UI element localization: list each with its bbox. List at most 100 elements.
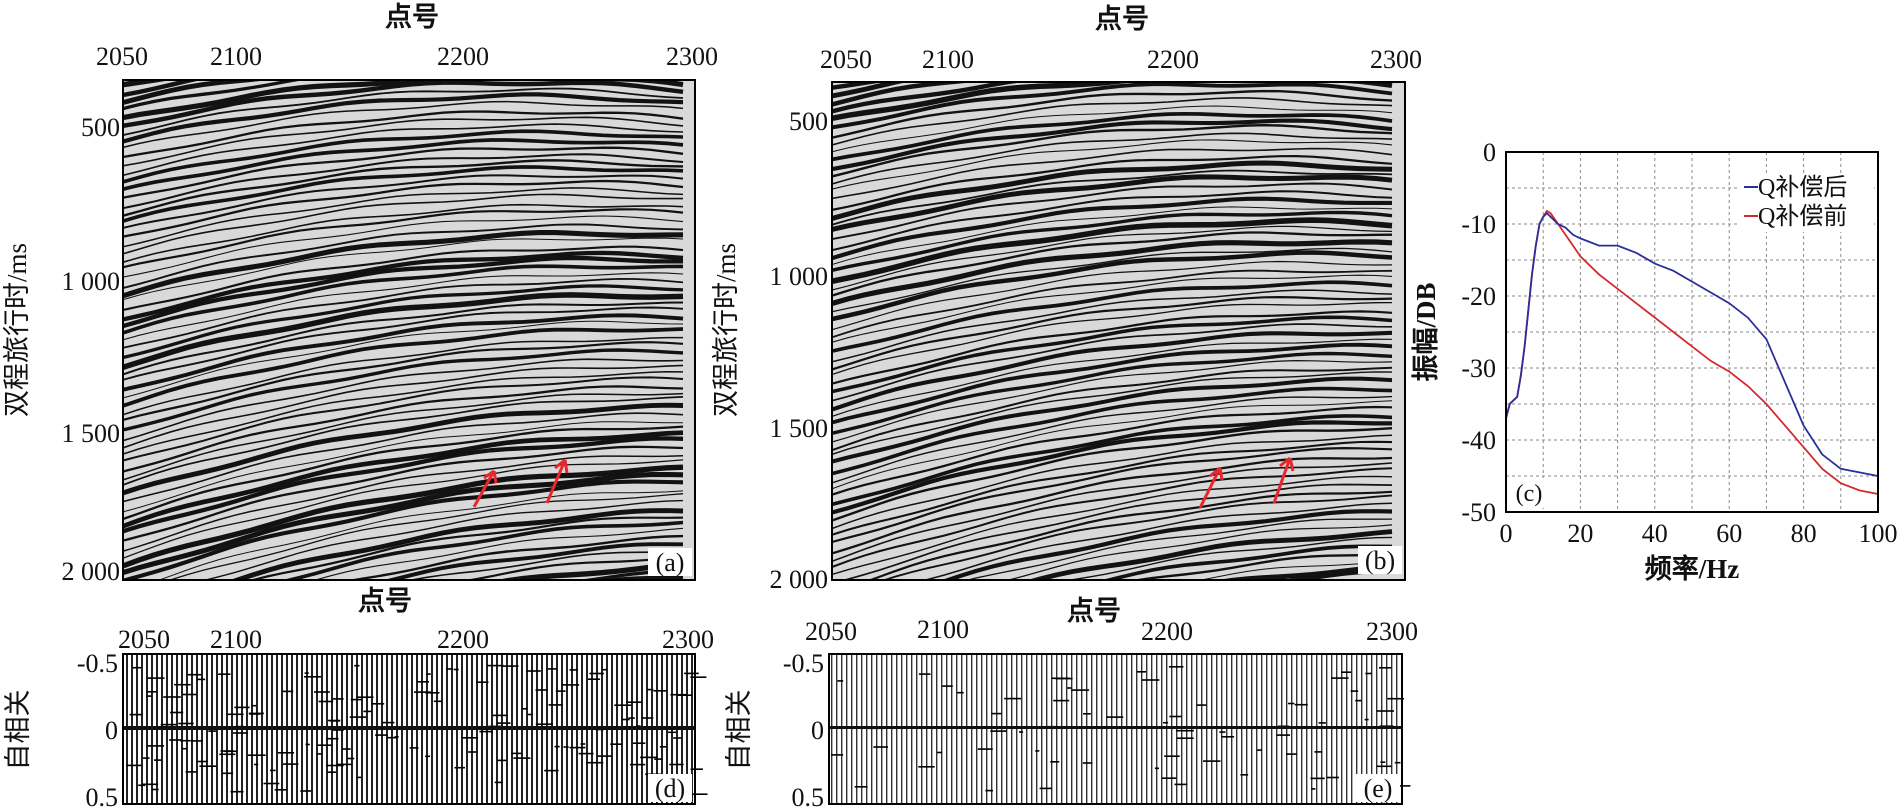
seismic-reflector xyxy=(123,272,684,341)
autocorrelation-side-lobe xyxy=(937,751,943,754)
autocorrelation-side-lobe xyxy=(1176,729,1194,732)
seismic-reflector xyxy=(832,225,1393,291)
panel-e-y-tick-0: 0 xyxy=(811,716,824,745)
spectrum-frame xyxy=(1505,151,1879,513)
panel-e-label: (e) xyxy=(1364,774,1393,803)
autocorrelation-side-lobe xyxy=(160,723,177,726)
panel-d-label: (d) xyxy=(655,774,685,803)
autocorrelation-side-lobe xyxy=(1387,697,1404,700)
panel-b-x-title: 点号 xyxy=(1095,4,1149,34)
autocorrelation-side-lobe xyxy=(1310,777,1325,780)
panel-d-frame xyxy=(122,653,696,805)
autocorrelation-side-lobe xyxy=(356,776,362,779)
seismic-reflector xyxy=(123,193,683,255)
seismic-reflector xyxy=(123,425,684,521)
seismic-reflector xyxy=(832,371,1393,456)
seismic-reflector xyxy=(123,203,684,263)
panel-d-x-tick-2100: 2100 xyxy=(210,625,262,654)
seismic-reflector xyxy=(881,494,1393,580)
seismic-reflector xyxy=(832,351,1393,435)
autocorrelation-side-lobe xyxy=(854,786,868,788)
panel-b-y-tick-2000: 2 000 xyxy=(770,565,829,594)
autocorrelation-side-lobe xyxy=(1176,737,1194,739)
autocorrelation-side-lobe xyxy=(626,701,642,703)
autocorrelation-side-lobe xyxy=(990,730,1007,732)
panel-a-reflectors xyxy=(123,80,684,580)
autocorrelation-side-lobe xyxy=(363,710,372,713)
seismic-reflector xyxy=(965,518,1393,580)
autocorrelation-side-lobe xyxy=(513,757,531,759)
seismic-reflector xyxy=(832,295,1393,371)
autocorrelation-side-lobe xyxy=(602,668,607,671)
seismic-reflector xyxy=(123,129,684,184)
spectrum-y-tick: -30 xyxy=(1461,354,1496,383)
seismic-reflector xyxy=(123,264,684,335)
autocorrelation-side-lobe xyxy=(918,766,935,768)
autocorrelation-side-lobe xyxy=(1355,699,1362,702)
panel-d-x-tick-2300: 2300 xyxy=(662,625,714,654)
seismic-reflector xyxy=(123,138,684,191)
panel-e-autocorrelation-detail xyxy=(831,666,1411,792)
autocorrelation-side-lobe xyxy=(569,669,578,671)
autocorrelation-side-lobe xyxy=(146,691,157,693)
seismic-reflector xyxy=(867,490,1393,580)
autocorrelation-side-lobe xyxy=(375,734,388,736)
spectrum-x-tick: 0 xyxy=(1500,519,1513,548)
autocorrelation-side-lobe xyxy=(640,756,658,759)
autocorrelation-side-lobe xyxy=(305,743,310,746)
autocorrelation-side-lobe xyxy=(494,781,503,784)
autocorrelation-side-lobe xyxy=(1067,687,1072,689)
autocorrelation-side-lobe xyxy=(646,688,654,691)
autocorrelation-side-lobe xyxy=(138,784,146,787)
autocorrelation-side-lobe xyxy=(129,713,143,716)
autocorrelation-side-lobe xyxy=(251,704,257,707)
seismic-reflector xyxy=(832,154,1393,211)
autocorrelation-side-lobe xyxy=(196,678,206,681)
autocorrelation-side-lobe xyxy=(446,668,453,670)
panel-b-arrow-2 xyxy=(1272,456,1295,504)
series-line-q-after xyxy=(1505,211,1879,477)
autocorrelation-side-lobe xyxy=(132,666,142,669)
panel-d-label-box xyxy=(648,774,692,802)
seismic-reflector xyxy=(123,364,684,449)
autocorrelation-side-lobe xyxy=(1376,765,1392,768)
autocorrelation-side-lobe xyxy=(587,678,600,680)
seismic-reflector xyxy=(123,174,684,229)
panel-d-x-tick-2050: 2050 xyxy=(118,625,170,654)
autocorrelation-side-lobe xyxy=(1083,713,1091,715)
panel-a-y-tick-1500: 1 500 xyxy=(62,419,121,448)
autocorrelation-side-lobe xyxy=(318,700,334,703)
spectrum-x-tick: 60 xyxy=(1716,519,1742,548)
seismic-reflector xyxy=(123,153,684,210)
autocorrelation-side-lobe xyxy=(633,742,646,744)
seismic-reflector xyxy=(832,269,1393,339)
panel-b-frame xyxy=(831,81,1406,581)
seismic-reflector xyxy=(832,323,1393,402)
panel-b-y-tick-1500: 1 500 xyxy=(770,414,829,443)
autocorrelation-side-lobe xyxy=(230,790,244,793)
panel-c-label-box xyxy=(1509,478,1549,508)
seismic-reflector xyxy=(123,80,270,105)
autocorrelation-side-lobe xyxy=(332,698,344,700)
autocorrelation-side-lobe xyxy=(1004,697,1021,700)
panel-e-y-title: 自相关 xyxy=(724,690,754,771)
seismic-reflector xyxy=(123,348,684,432)
legend-label-after: Q补偿后 xyxy=(1758,174,1847,201)
autocorrelation-side-lobe xyxy=(1174,783,1188,786)
autocorrelation-side-lobe xyxy=(185,771,197,773)
spectrum-y-tick: -20 xyxy=(1461,282,1496,311)
autocorrelation-side-lobe xyxy=(199,765,217,767)
autocorrelation-side-lobe xyxy=(208,730,217,732)
autocorrelation-side-lobe xyxy=(1169,715,1182,718)
spectrum-y-title: 振幅/DB xyxy=(1411,282,1441,381)
autocorrelation-side-lobe xyxy=(629,763,646,766)
panel-d-zero-lag-line xyxy=(123,726,695,730)
autocorrelation-side-lobe xyxy=(1365,672,1372,675)
seismic-reflector xyxy=(123,396,684,486)
seismic-reflector xyxy=(123,370,684,455)
seismic-reflector xyxy=(123,313,684,392)
seismic-reflector xyxy=(123,341,684,421)
autocorrelation-side-lobe xyxy=(1294,703,1308,706)
autocorrelation-side-lobe xyxy=(1276,734,1290,736)
seismic-reflector xyxy=(123,336,683,416)
